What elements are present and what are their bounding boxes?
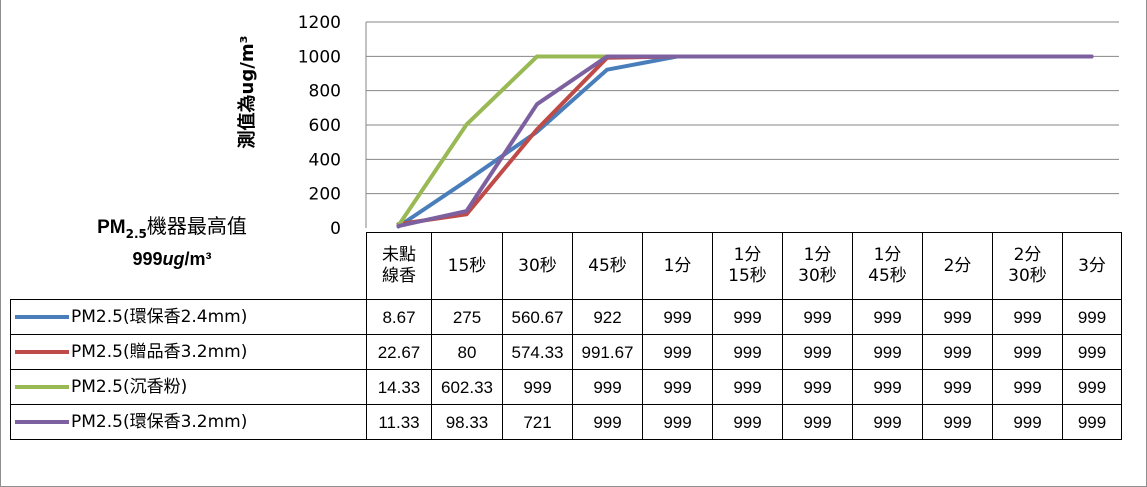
y-tick-label: 600 — [309, 116, 341, 136]
data-label: 721 — [502, 404, 573, 440]
data-label: 999 — [922, 299, 993, 335]
data-label: 999 — [782, 369, 853, 405]
data-label: 991.67 — [572, 334, 643, 370]
legend-entry: PM2.5(環保香2.4mm) — [10, 299, 367, 335]
series-line — [396, 54, 1094, 229]
data-label: 999 — [922, 334, 993, 370]
x-tick-label: 15秒 — [431, 232, 503, 300]
series-name: PM2.5(環保香2.4mm) — [71, 306, 248, 327]
data-label: 11.33 — [366, 404, 432, 440]
data-label: 999 — [992, 299, 1063, 335]
table-row: PM2.5(沉香粉) 14.33 602.33 999 999 999 999 999 999 9… — [10, 369, 1122, 405]
data-label: 275 — [431, 299, 503, 335]
table-row: PM2.5(贈品香3.2mm) 22.67 80 574.33 991.67 999 999… — [10, 334, 1122, 370]
series-name: PM2.5(沉香粉) — [71, 376, 188, 397]
legend-entry: PM2.5(贈品香3.2mm) — [10, 334, 367, 370]
data-label: 999 — [852, 334, 923, 370]
legend-swatch — [15, 419, 69, 424]
y-tick-label: 1000 — [298, 47, 341, 67]
y-axis-label: 測值為ug/m³ — [236, 36, 258, 149]
x-tick-label: 45秒 — [572, 232, 643, 300]
data-label: 999 — [712, 299, 783, 335]
legend-entry: PM2.5(環保香3.2mm) — [10, 404, 367, 440]
data-label: 999 — [502, 369, 573, 405]
data-label: 999 — [1062, 369, 1122, 405]
data-label: 999 — [1062, 334, 1122, 370]
data-label: 999 — [572, 404, 643, 440]
data-label: 14.33 — [366, 369, 432, 405]
x-tick-label: 2分 — [922, 232, 993, 300]
x-tick-label: 2分 30秒 — [992, 232, 1063, 300]
data-label: 999 — [922, 369, 993, 405]
table-row: PM2.5(環保香3.2mm) 11.33 98.33 721 999 999 999 999… — [10, 404, 1122, 440]
table-corner — [10, 232, 367, 300]
series-name: PM2.5(贈品香3.2mm) — [71, 341, 248, 362]
data-label: 999 — [852, 299, 923, 335]
data-label: 999 — [782, 334, 853, 370]
x-tick-label: 3分 — [1062, 232, 1122, 300]
data-label: 999 — [782, 404, 853, 440]
x-tick-label: 1分 — [642, 232, 713, 300]
y-tick-label: 800 — [309, 82, 341, 102]
legend-entry: PM2.5(沉香粉) — [10, 369, 367, 405]
data-label: 80 — [431, 334, 503, 370]
data-label: 574.33 — [502, 334, 573, 370]
data-label: 999 — [992, 334, 1063, 370]
data-label: 999 — [1062, 404, 1122, 440]
data-label: 999 — [712, 404, 783, 440]
series-line — [396, 54, 1094, 228]
data-label: 999 — [922, 404, 993, 440]
y-tick-label: 400 — [309, 150, 341, 170]
data-label: 999 — [992, 369, 1063, 405]
data-label: 999 — [572, 369, 643, 405]
data-label: 8.67 — [366, 299, 432, 335]
data-label: 999 — [642, 334, 713, 370]
series-name: PM2.5(環保香3.2mm) — [71, 411, 248, 432]
legend-swatch — [15, 384, 69, 389]
data-label: 999 — [852, 404, 923, 440]
y-tick-label: 0 — [330, 219, 341, 239]
table-row: PM2.5(環保香2.4mm) 8.67 275 560.67 922 999 999 999… — [10, 299, 1122, 335]
data-label: 560.67 — [502, 299, 573, 335]
data-label: 999 — [1062, 299, 1122, 335]
y-tick-label: 1200 — [298, 13, 341, 33]
series-line — [396, 54, 1094, 229]
data-label: 999 — [712, 369, 783, 405]
data-label: 999 — [852, 369, 923, 405]
x-tick-label: 1分 15秒 — [712, 232, 783, 300]
data-label: 999 — [642, 369, 713, 405]
data-label: 999 — [782, 299, 853, 335]
data-label: 98.33 — [431, 404, 503, 440]
x-tick-label: 30秒 — [502, 232, 573, 300]
data-label: 999 — [642, 404, 713, 440]
x-tick-label: 未點 線香 — [366, 232, 432, 300]
y-tick-label: 200 — [309, 185, 341, 205]
data-label: 922 — [572, 299, 643, 335]
data-label: 999 — [642, 299, 713, 335]
legend-swatch — [15, 314, 69, 319]
data-label: 999 — [992, 404, 1063, 440]
data-table: 未點 線香 15秒 30秒 45秒 1分 1分 15秒 1分 30秒 1分 45秒 2分 2分 30秒 3分 P… — [10, 232, 1122, 440]
data-label: 602.33 — [431, 369, 503, 405]
legend-swatch — [15, 349, 69, 354]
data-label: 22.67 — [366, 334, 432, 370]
x-tick-label: 1分 30秒 — [782, 232, 853, 300]
series-line — [396, 54, 1094, 227]
x-tick-label: 1分 45秒 — [852, 232, 923, 300]
data-label: 999 — [712, 334, 783, 370]
